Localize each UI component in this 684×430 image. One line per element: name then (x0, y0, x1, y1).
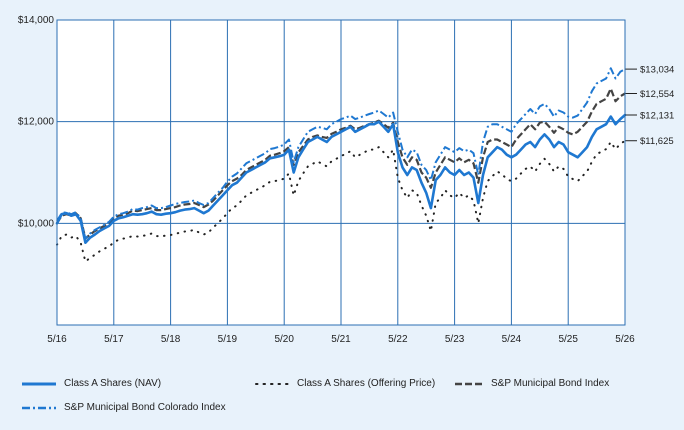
x-tick-label: 5/21 (331, 334, 351, 345)
x-tick-label: 5/17 (104, 334, 124, 345)
x-tick-label: 5/18 (161, 334, 181, 345)
legend-swatch-dashed-icon (455, 382, 483, 385)
y-tick-label: $14,000 (18, 15, 55, 26)
x-tick-label: 5/20 (274, 334, 294, 345)
end-value-label: $13,034 (640, 65, 674, 76)
x-tick-label: 5/25 (558, 334, 578, 345)
series-line-dotted (56, 139, 626, 263)
y-tick-label: $12,000 (18, 117, 55, 128)
series-line-dashed (56, 87, 626, 240)
legend-item-class-a-nav: Class A Shares (NAV) (22, 378, 161, 389)
x-tick-label: 5/26 (615, 334, 635, 345)
series-lines (55, 67, 627, 263)
x-tick-label: 5/23 (445, 334, 465, 345)
series-line-solid (55, 113, 627, 244)
x-tick-label: 5/24 (502, 334, 522, 345)
end-value-label: $12,131 (640, 111, 674, 122)
end-value-labels: $12,131 $11,625 $12,554 $13,034 (625, 65, 674, 147)
end-value-label: $12,554 (640, 89, 674, 100)
legend-label: S&P Municipal Bond Colorado Index (64, 402, 226, 413)
legend-swatch-dotted-icon (255, 382, 289, 385)
x-tick-label: 5/22 (388, 334, 408, 345)
legend-swatch-solid-icon (22, 382, 56, 385)
plot-frame (56, 19, 626, 326)
legend-item-sp-muni: S&P Municipal Bond Index (455, 378, 609, 389)
legend-swatch-dashdot-icon (22, 406, 56, 409)
x-tick-label: 5/19 (218, 334, 238, 345)
line-chart: $10,000$12,000$14,000 5/16 5/17 5/18 5/19 5/… (18, 15, 675, 345)
y-tick-label: $10,000 (18, 218, 55, 229)
x-tick-label: 5/16 (47, 334, 67, 345)
legend-label: S&P Municipal Bond Index (491, 378, 610, 389)
series-line-dashdot (56, 67, 626, 240)
y-axis-tick-labels: $10,000 $12,000 $14,000 (18, 15, 55, 229)
legend-item-sp-muni-colorado: S&P Municipal Bond Colorado Index (22, 402, 226, 413)
legend: Class A Shares (NAV) Class A Shares (Off… (0, 370, 684, 430)
end-value-label: $11,625 (640, 136, 674, 147)
legend-label: Class A Shares (NAV) (64, 378, 162, 389)
legend-label: Class A Shares (Offering Price) (297, 378, 436, 389)
legend-item-class-a-offering: Class A Shares (Offering Price) (255, 378, 435, 389)
x-axis-tick-labels: 5/16 5/17 5/18 5/19 5/20 5/21 5/22 5/23 5/24 5/25… (47, 334, 635, 345)
